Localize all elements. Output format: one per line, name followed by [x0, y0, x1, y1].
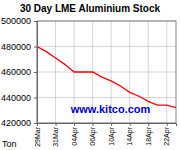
tick-label: 31Mar — [52, 126, 59, 147]
y-axis-label: Ton — [2, 139, 17, 149]
tick: 460000 — [1, 67, 37, 77]
tick: 22Apr — [163, 123, 171, 146]
x-axis: 29Mar 31Mar 04Apr 06Apr 10Apr 14Apr 18Apr 22Apr — [34, 123, 177, 147]
tick-mark — [74, 123, 75, 126]
watermark: www.kitco.com — [70, 103, 151, 115]
plot-frame — [37, 21, 176, 123]
chart: 420000 440000 460000 480000 500000 29Mar 31Mar… — [0, 0, 180, 150]
grid-line — [37, 72, 176, 73]
tick: 10Apr — [108, 123, 116, 146]
tick: 04Apr — [71, 123, 79, 146]
tick-label: 29Mar — [34, 126, 41, 147]
tick-label: 10Apr — [108, 126, 116, 145]
tick-mark — [34, 98, 37, 99]
line — [37, 47, 176, 108]
tick: 14Apr — [126, 123, 134, 146]
tick: 06Apr — [89, 123, 97, 146]
tick-mark — [111, 123, 112, 126]
tick-label: 06Apr — [89, 126, 97, 145]
series — [37, 47, 176, 108]
tick-mark — [34, 21, 37, 22]
tick-mark — [93, 123, 94, 126]
plot: 420000 440000 460000 480000 500000 29Mar 31Mar… — [1, 16, 177, 146]
tick: 31Mar — [52, 123, 59, 147]
tick-mark — [130, 123, 131, 126]
tick-label: 420000 — [1, 118, 31, 128]
tick-mark — [56, 123, 57, 126]
title: 30 Day LME Aluminium Stock — [20, 3, 161, 14]
tick-mark — [34, 123, 37, 124]
tick: 440000 — [1, 93, 37, 103]
tick-label: 14Apr — [126, 126, 134, 145]
grid — [37, 21, 176, 123]
tick-label: 22Apr — [163, 126, 171, 145]
tick-mark — [37, 123, 38, 126]
grid-line — [37, 46, 176, 47]
tick-mark — [167, 123, 168, 126]
tick-label: 440000 — [1, 93, 31, 103]
tick: 18Apr — [145, 123, 153, 146]
y-axis: 420000 440000 460000 480000 500000 — [1, 16, 38, 128]
tick-label: 500000 — [1, 16, 31, 26]
tick-mark — [34, 72, 37, 73]
tick: 500000 — [1, 16, 37, 26]
axis-line — [34, 22, 38, 124]
tick: 480000 — [1, 42, 37, 52]
grid-line — [37, 97, 176, 98]
tick-mark — [34, 47, 37, 48]
tick: 420000 — [1, 118, 37, 128]
grid-line — [55, 21, 56, 123]
tick-label: 460000 — [1, 67, 31, 77]
tick-mark — [148, 123, 149, 126]
tick: 29Mar — [34, 123, 41, 147]
tick-label: 04Apr — [71, 126, 79, 145]
tick-label: 480000 — [1, 42, 31, 52]
tick-label: 18Apr — [145, 126, 153, 145]
grid-line — [166, 21, 167, 123]
axis-line — [38, 124, 177, 127]
